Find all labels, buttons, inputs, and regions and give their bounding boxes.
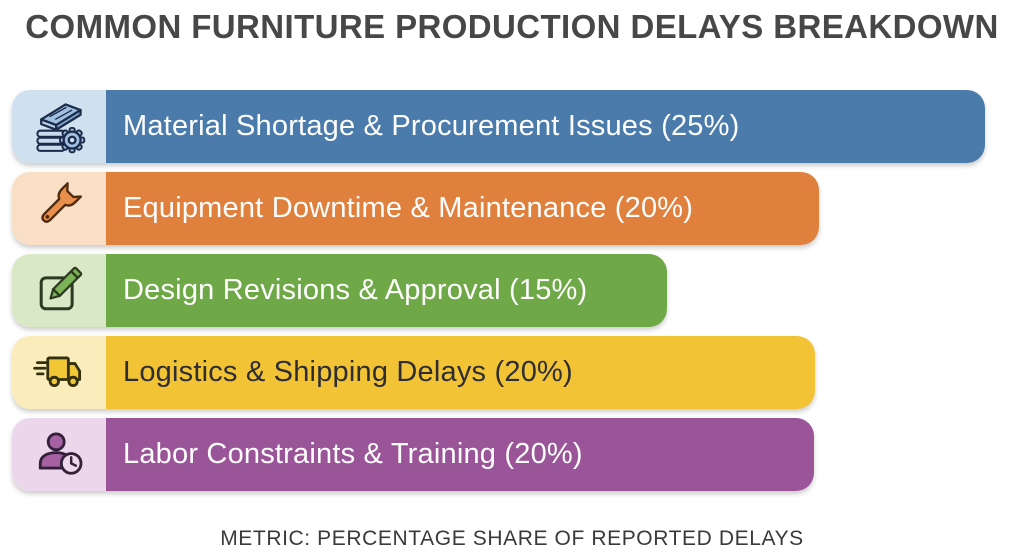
wrench-icon: [12, 171, 106, 245]
bar-row-equipment-downtime: Equipment Downtime & Maintenance (20%): [12, 171, 819, 245]
bar-label: Design Revisions & Approval (15%): [123, 273, 588, 306]
bar-label: Labor Constraints & Training (20%): [123, 437, 583, 470]
bar-row-material-shortage: Material Shortage & Procurement Issues (…: [12, 89, 985, 163]
bar-list: Material Shortage & Procurement Issues (…: [12, 89, 1024, 491]
bar-label: Logistics & Shipping Delays (20%): [123, 355, 573, 388]
bar-row-logistics-shipping: Logistics & Shipping Delays (20%): [12, 335, 815, 409]
edit-pencil-icon: [12, 253, 106, 327]
bar-segment: Labor Constraints & Training (20%): [106, 417, 814, 491]
delivery-truck-icon: [12, 335, 106, 409]
bar-label: Equipment Downtime & Maintenance (20%): [123, 191, 694, 224]
bar-segment: Equipment Downtime & Maintenance (20%): [106, 171, 819, 245]
materials-stack-gear-icon: [12, 89, 106, 163]
bar-segment: Logistics & Shipping Delays (20%): [106, 335, 815, 409]
metric-caption: METRIC: PERCENTAGE SHARE OF REPORTED DEL…: [220, 526, 804, 550]
bar-row-design-revisions: Design Revisions & Approval (15%): [12, 253, 667, 327]
bar-row-labor-constraints: Labor Constraints & Training (20%): [12, 417, 814, 491]
person-clock-icon: [12, 417, 106, 491]
bar-segment: Material Shortage & Procurement Issues (…: [106, 89, 985, 163]
bar-label: Material Shortage & Procurement Issues (…: [123, 109, 740, 142]
bar-segment: Design Revisions & Approval (15%): [106, 253, 667, 327]
page-title: COMMON FURNITURE PRODUCTION DELAYS BREAK…: [25, 8, 999, 45]
